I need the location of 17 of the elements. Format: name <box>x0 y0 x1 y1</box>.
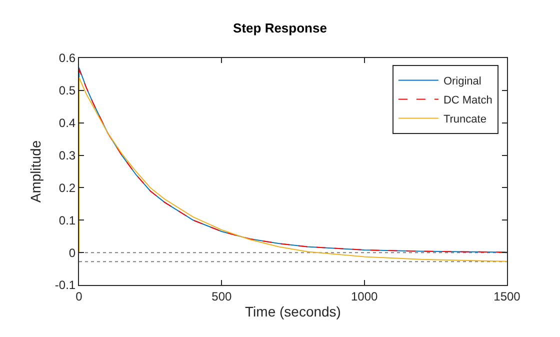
legend-label: Truncate <box>443 114 486 126</box>
y-tick-label: 0.2 <box>58 180 76 195</box>
x-tick-label: 1500 <box>494 289 521 304</box>
x-axis-title: Time (seconds) <box>245 304 341 320</box>
x-tick-label: 500 <box>212 289 232 304</box>
legend-label: DC Match <box>443 94 492 107</box>
x-tick-label: 1000 <box>350 289 378 304</box>
y-axis-title: Amplitude <box>28 140 44 203</box>
y-tick-label: 0.1 <box>58 213 76 228</box>
y-tick-label: 0.6 <box>58 51 76 66</box>
y-tick-label: -0.1 <box>54 278 76 292</box>
y-tick-label: 0 <box>68 246 76 260</box>
y-tick-label: 0.4 <box>58 116 76 130</box>
legend-label: Original <box>443 76 482 88</box>
y-tick-label: 0.5 <box>58 84 76 98</box>
chart-title: Step Response <box>233 20 327 36</box>
y-tick-label: 0.3 <box>58 148 76 162</box>
